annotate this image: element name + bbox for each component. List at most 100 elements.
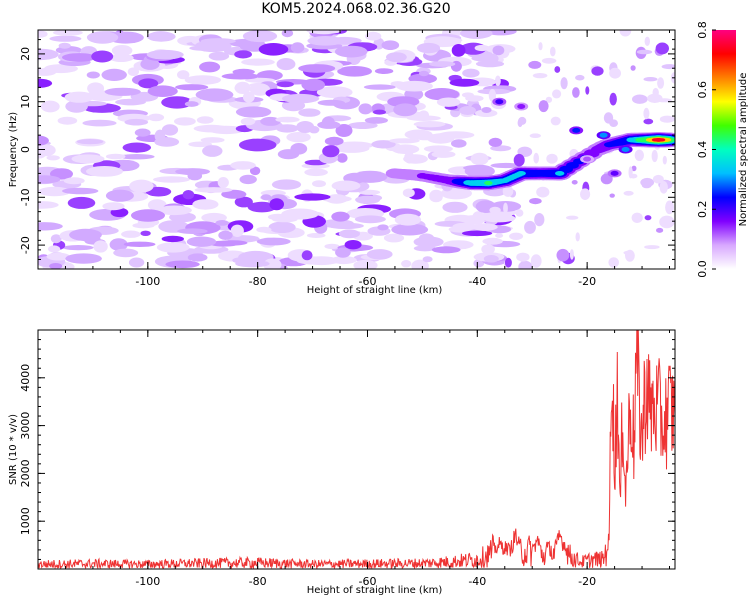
noise-blob <box>482 237 503 245</box>
noise-blob <box>221 189 247 199</box>
noise-blob <box>165 260 200 269</box>
noise-blob <box>108 53 134 63</box>
noise-blob <box>65 253 102 264</box>
noise-blob <box>538 100 549 113</box>
noise-blob <box>187 253 208 262</box>
noise-blob <box>534 213 545 227</box>
x-tick-label: -40 <box>468 575 486 588</box>
noise-blob <box>234 84 248 92</box>
noise-blob <box>174 117 196 126</box>
x-tick-label: -100 <box>135 575 160 588</box>
signal-blob <box>572 127 581 133</box>
noise-blob <box>513 153 525 167</box>
noise-blob <box>196 116 214 124</box>
noise-blob <box>61 53 97 62</box>
noise-blob <box>217 177 229 188</box>
noise-blob <box>209 240 240 247</box>
noise-blob <box>40 100 60 113</box>
noise-blob <box>532 73 548 79</box>
noise-blob <box>406 115 441 121</box>
noise-blob <box>298 64 336 73</box>
noise-blob <box>316 86 353 99</box>
noise-blob <box>122 142 151 153</box>
noise-blob <box>91 50 114 63</box>
noise-blob <box>260 194 272 201</box>
noise-blob <box>665 200 674 215</box>
noise-blob <box>413 121 446 128</box>
noise-blob <box>413 133 437 141</box>
noise-blob <box>331 180 361 191</box>
noise-blob <box>127 67 139 76</box>
noise-blob <box>153 176 190 183</box>
noise-blob <box>49 35 82 42</box>
noise-blob <box>661 64 675 70</box>
noise-blob <box>129 179 154 193</box>
noise-blob <box>307 36 344 46</box>
noise-blob <box>38 30 48 38</box>
noise-blob <box>538 42 543 51</box>
noise-blob <box>121 230 141 238</box>
noise-blob <box>331 211 350 222</box>
y-tick-label: -10 <box>19 188 32 206</box>
spectrogram-field <box>38 30 675 269</box>
noise-blob <box>184 75 221 85</box>
noise-blob <box>377 224 389 231</box>
noise-blob <box>371 140 396 149</box>
noise-blob <box>321 116 335 128</box>
x-tick-label: -20 <box>578 575 596 588</box>
page-title: KOM5.2024.068.02.36.G20 <box>261 1 451 17</box>
snr-plot: -100 -80 -60 -40 -20 1000 2000 3000 4000 Height o… <box>8 329 676 596</box>
noise-blob <box>46 252 71 261</box>
noise-blob <box>550 116 561 126</box>
noise-blob <box>303 256 340 266</box>
noise-blob <box>62 245 94 251</box>
noise-blob <box>161 124 179 136</box>
noise-blob <box>475 60 505 68</box>
noise-blob <box>87 82 105 95</box>
y-tick-label: 20 <box>19 47 32 61</box>
noise-blob <box>603 112 614 124</box>
y-tick-label: 4000 <box>19 364 32 392</box>
noise-blob <box>325 194 348 204</box>
noise-blob <box>336 153 348 163</box>
noise-blob <box>429 189 444 201</box>
colorbar-tick-label: 0.4 <box>696 141 709 159</box>
noise-blob <box>381 40 400 50</box>
noise-blob <box>449 78 480 87</box>
noise-blob <box>324 136 344 146</box>
noise-blob <box>93 240 108 253</box>
noise-blob <box>281 30 294 38</box>
x-axis-label: Height of straight line (km) <box>307 285 443 296</box>
noise-blob <box>290 143 308 155</box>
noise-blob <box>38 135 49 146</box>
noise-blob <box>208 51 230 61</box>
noise-blob <box>337 66 372 77</box>
signal-blob <box>664 138 672 142</box>
noise-blob <box>425 37 463 44</box>
noise-blob <box>184 101 199 107</box>
noise-blob <box>533 152 539 164</box>
noise-blob <box>451 44 466 57</box>
noise-blob <box>61 187 99 195</box>
noise-blob <box>489 206 501 214</box>
noise-blob <box>146 31 176 42</box>
noise-blob <box>641 181 652 189</box>
noise-blob <box>550 46 556 57</box>
y-tick-label: -20 <box>19 236 32 254</box>
noise-blob <box>659 181 668 194</box>
noise-blob <box>632 94 648 104</box>
noise-blob <box>134 128 151 137</box>
noise-blob <box>109 238 128 251</box>
x-tick-label: -40 <box>468 275 486 288</box>
noise-blob <box>485 30 517 36</box>
noise-blob <box>536 186 550 198</box>
noise-blob <box>338 229 360 239</box>
noise-blob <box>644 245 660 250</box>
noise-blob <box>175 168 211 176</box>
noise-blob <box>504 257 512 268</box>
noise-blob <box>271 179 302 190</box>
noise-blob <box>202 145 223 157</box>
noise-blob <box>76 139 104 145</box>
noise-blob <box>86 71 100 79</box>
